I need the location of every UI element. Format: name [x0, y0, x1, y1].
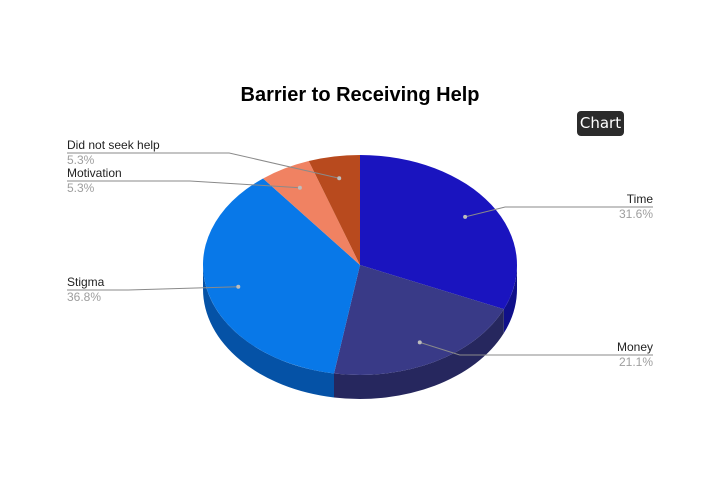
pie-slice-money[interactable] — [334, 265, 504, 375]
slice-label: Stigma — [67, 275, 105, 289]
slice-percent: 31.6% — [619, 207, 653, 221]
slice-label: Time — [627, 192, 654, 206]
pie-slice-stigma[interactable] — [203, 178, 360, 374]
pie-slice-did-not-seek-help[interactable] — [308, 155, 360, 265]
leader-line — [67, 180, 300, 189]
leader-dot — [337, 176, 342, 181]
leader-line — [465, 206, 653, 218]
pie-slice-time[interactable] — [360, 155, 517, 310]
slice-label: Money — [617, 340, 653, 354]
slice-percent: 5.3% — [67, 181, 95, 195]
leader-line — [419, 341, 653, 356]
pie-side-2 — [203, 265, 335, 398]
pie-side-0 — [503, 265, 517, 334]
leader-line — [67, 286, 239, 291]
slice-percent: 36.8% — [67, 290, 101, 304]
slice-label: Motivation — [67, 166, 122, 180]
leader-dot — [463, 214, 468, 219]
pie-slices — [203, 155, 517, 375]
leader-dot — [236, 284, 241, 289]
leader-dot — [297, 185, 302, 190]
pie-side-1 — [334, 309, 504, 399]
leader-dot — [417, 340, 422, 345]
chart-title: Barrier to Receiving Help — [240, 84, 480, 106]
pie-side-walls — [203, 265, 517, 399]
leader-line — [67, 152, 340, 179]
slice-percent: 5.3% — [67, 153, 95, 167]
slice-label: Did not seek help — [67, 138, 160, 152]
slice-percent: 21.1% — [619, 355, 653, 369]
chart-button[interactable]: Chart — [577, 111, 624, 136]
